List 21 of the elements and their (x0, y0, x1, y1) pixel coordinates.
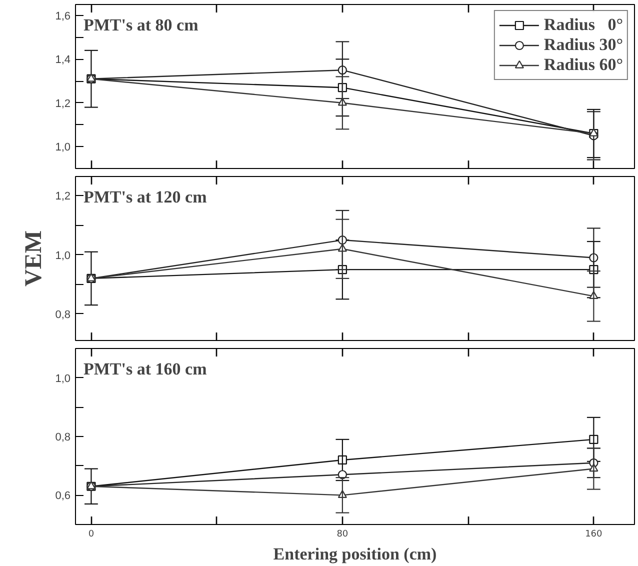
text: PMT's at 120 cm (84, 188, 207, 206)
x-axis-title: Entering position (cm) (273, 544, 437, 564)
y-tick-label: 0,8 (55, 432, 71, 444)
y-tick-label: 1,4 (55, 54, 71, 66)
y-tick-label: 1,6 (55, 10, 71, 22)
legend-label: Radius 0° (544, 15, 623, 35)
y-axis-title: VEM (21, 230, 48, 286)
y-tick-label: 1,0 (55, 250, 71, 262)
legend-label: Radius 60° (544, 55, 623, 75)
x-tick-label: 80 (336, 530, 348, 540)
y-tick-label: 0,6 (55, 490, 71, 502)
y-tick-label: 1,2 (55, 98, 71, 110)
text: PMT's at 160 cm (84, 360, 207, 378)
legend-label: Radius 30° (544, 35, 623, 55)
y-tick-label: 1,0 (55, 372, 71, 385)
x-tick-label: 0 (88, 530, 94, 540)
x-tick-label: 160 (585, 530, 603, 540)
y-tick-label: 0,8 (55, 308, 71, 321)
y-tick-label: 1,2 (55, 190, 71, 203)
y-tick-label: 1,0 (55, 142, 71, 154)
text: PMT's at 80 cm (84, 16, 198, 34)
